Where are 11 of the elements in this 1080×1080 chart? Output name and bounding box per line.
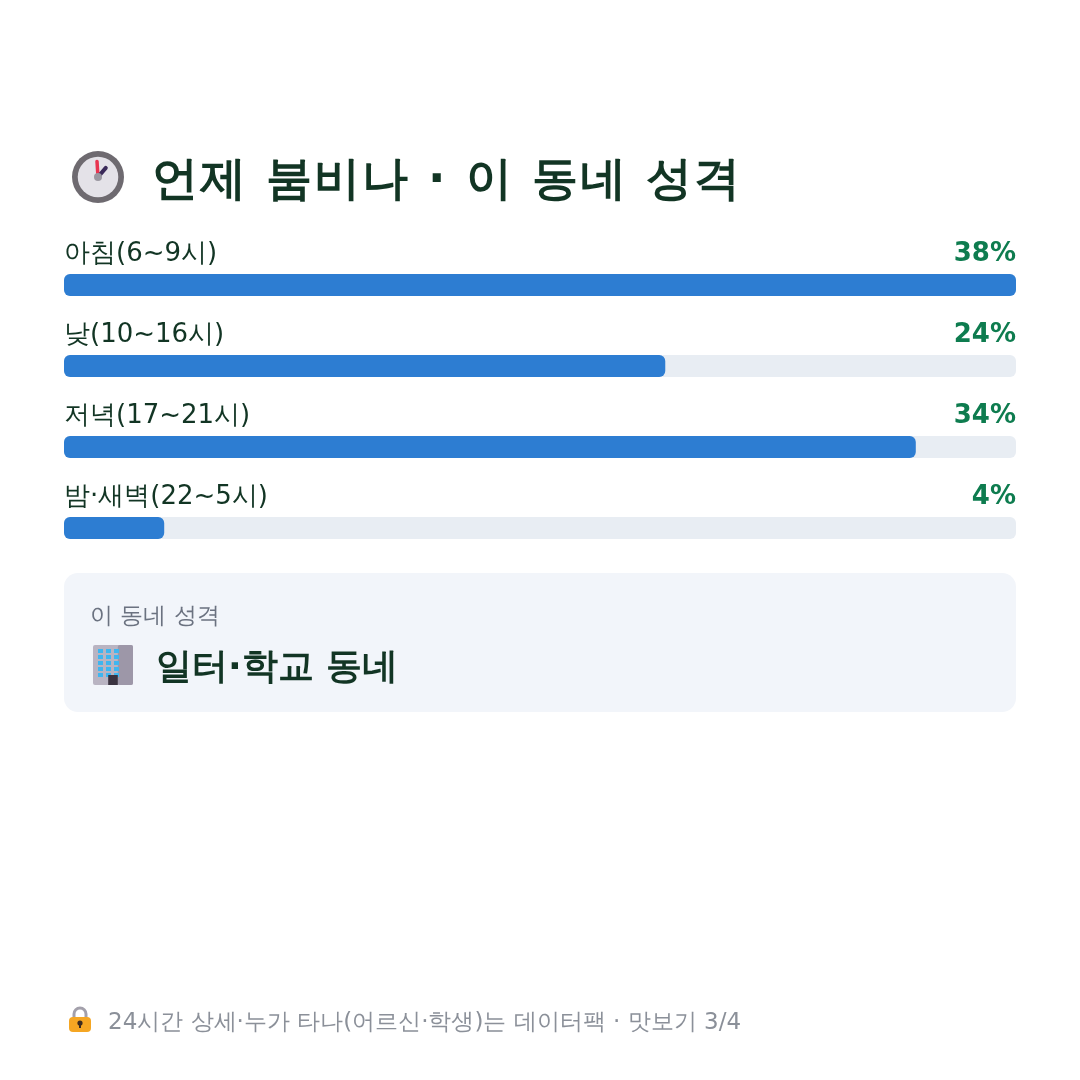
y-tick-label: 아침(6~9시) <box>64 237 218 267</box>
data-label: 38% <box>953 237 1016 267</box>
y-tick-label: 낮(10~16시) <box>64 318 225 348</box>
data-label: 34% <box>953 399 1016 429</box>
data-label: 4% <box>971 480 1016 510</box>
chart-title: 언제 붐비나 · 이 동네 성격 <box>152 151 742 205</box>
y-tick-label: 밤·새벽(22~5시) <box>64 480 268 510</box>
card: 이 동네 성격 일터·학교 동네 <box>64 573 1016 712</box>
text: 24시간 상세·누가 타나(어르신·학생)는 데이터팩 · 맛보기 3/4 <box>108 1008 742 1034</box>
data-label: 24% <box>953 318 1016 348</box>
y-tick-label: 저녁(17~21시) <box>64 399 251 429</box>
